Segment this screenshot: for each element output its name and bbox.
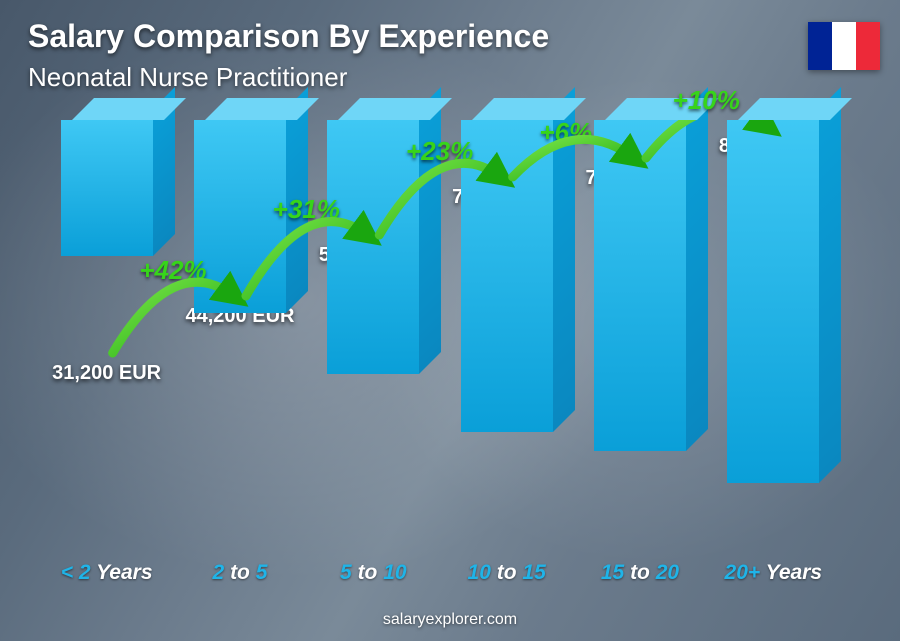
bar-category-label: < 2 Years	[40, 561, 173, 585]
bar-category-label: 5 to 10	[307, 561, 440, 585]
bar-slot: 31,200 EUR	[40, 120, 173, 553]
bar	[727, 120, 819, 483]
bar-slot: 75,900 EUR	[573, 120, 706, 553]
growth-pct-label: +23%	[406, 136, 473, 167]
bar-front	[461, 120, 553, 432]
growth-pct-label: +42%	[139, 255, 206, 286]
bar-slot: 71,400 EUR	[440, 120, 573, 553]
bar-category-label: 10 to 15	[440, 561, 573, 585]
bar-category-label: 15 to 20	[573, 561, 706, 585]
chart-title: Salary Comparison By Experience	[28, 18, 549, 55]
bar-front	[727, 120, 819, 483]
bar-slot: 44,200 EUR	[173, 120, 306, 553]
chart-stage: Salary Comparison By Experience Neonatal…	[0, 0, 900, 641]
bar-value-label: 31,200 EUR	[37, 362, 177, 385]
bar-side	[419, 87, 441, 374]
bar-side	[819, 87, 841, 483]
bar-slot: 83,200 EUR	[707, 120, 840, 553]
bar-front	[61, 120, 153, 256]
growth-pct-label: +10%	[673, 85, 740, 116]
footer-attribution: salaryexplorer.com	[0, 611, 900, 629]
bar	[594, 120, 686, 451]
bars-row: 31,200 EUR44,200 EUR58,100 EUR71,400 EUR…	[40, 120, 840, 553]
bar-slot: 58,100 EUR	[307, 120, 440, 553]
bar	[461, 120, 553, 432]
flag-stripe-white	[832, 22, 856, 70]
bar-category-label: 2 to 5	[173, 561, 306, 585]
growth-pct-label: +6%	[539, 117, 592, 148]
chart-subtitle: Neonatal Nurse Practitioner	[28, 62, 347, 93]
bar	[61, 120, 153, 256]
flag-stripe-blue	[808, 22, 832, 70]
growth-pct-label: +31%	[273, 194, 340, 225]
bar-front	[594, 120, 686, 451]
flag-france	[808, 22, 880, 70]
flag-stripe-red	[856, 22, 880, 70]
bar-category-label: 20+ Years	[707, 561, 840, 585]
bar-chart: 31,200 EUR44,200 EUR58,100 EUR71,400 EUR…	[40, 120, 840, 591]
